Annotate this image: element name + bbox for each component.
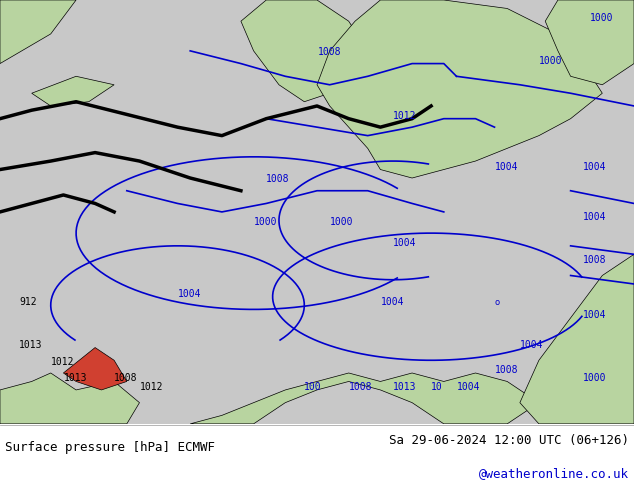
Text: 1004: 1004 bbox=[495, 162, 518, 172]
Polygon shape bbox=[0, 373, 139, 424]
Text: 1000: 1000 bbox=[539, 55, 562, 66]
Text: @weatheronline.co.uk: @weatheronline.co.uk bbox=[479, 467, 629, 480]
Text: 1008: 1008 bbox=[495, 365, 518, 375]
Text: 1013: 1013 bbox=[393, 382, 417, 392]
Text: 1000: 1000 bbox=[330, 217, 353, 227]
Text: 912: 912 bbox=[19, 297, 37, 307]
Text: 1000: 1000 bbox=[583, 373, 607, 384]
Polygon shape bbox=[317, 0, 602, 178]
Text: 1008: 1008 bbox=[349, 382, 372, 392]
Polygon shape bbox=[241, 0, 368, 102]
Text: 1013: 1013 bbox=[63, 373, 87, 384]
Text: 1004: 1004 bbox=[583, 162, 607, 172]
Text: 1008: 1008 bbox=[114, 373, 138, 384]
Text: 1012: 1012 bbox=[51, 357, 74, 367]
Text: 1004: 1004 bbox=[456, 382, 480, 392]
Text: 100: 100 bbox=[304, 382, 322, 392]
Text: 1000: 1000 bbox=[254, 217, 277, 227]
Text: o: o bbox=[495, 298, 500, 307]
Text: 1004: 1004 bbox=[178, 289, 201, 299]
Text: 1012: 1012 bbox=[139, 382, 163, 392]
Polygon shape bbox=[190, 373, 539, 424]
Text: 1008: 1008 bbox=[583, 255, 607, 265]
Text: 1013: 1013 bbox=[19, 340, 42, 349]
Text: 1000: 1000 bbox=[590, 13, 613, 23]
Text: 10: 10 bbox=[431, 382, 443, 392]
Text: 1004: 1004 bbox=[583, 310, 607, 320]
Polygon shape bbox=[0, 0, 76, 64]
Text: 1008: 1008 bbox=[318, 47, 342, 57]
Polygon shape bbox=[0, 0, 634, 424]
Text: 1012: 1012 bbox=[393, 111, 417, 121]
Polygon shape bbox=[32, 76, 114, 106]
Text: 1004: 1004 bbox=[380, 297, 404, 307]
Text: 1004: 1004 bbox=[583, 212, 607, 222]
Polygon shape bbox=[520, 254, 634, 424]
Polygon shape bbox=[545, 0, 634, 85]
Text: 1008: 1008 bbox=[266, 174, 290, 184]
Text: 1004: 1004 bbox=[520, 340, 543, 349]
Text: Sa 29-06-2024 12:00 UTC (06+126): Sa 29-06-2024 12:00 UTC (06+126) bbox=[389, 434, 629, 447]
Text: 1004: 1004 bbox=[393, 238, 417, 248]
Text: Surface pressure [hPa] ECMWF: Surface pressure [hPa] ECMWF bbox=[5, 441, 215, 454]
Polygon shape bbox=[63, 347, 127, 390]
